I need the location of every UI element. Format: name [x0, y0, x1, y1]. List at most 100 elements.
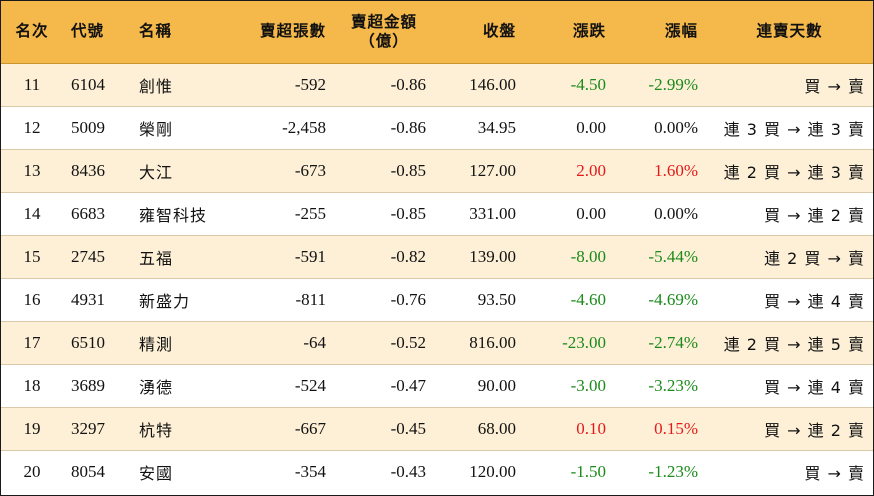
cell-streak: 連 2 買 → 連 5 賣 — [706, 321, 873, 365]
cell-close: 90.00 — [434, 364, 524, 408]
cell-streak: 買 → 連 4 賣 — [706, 278, 873, 322]
cell-net-sell-lots: -667 — [234, 407, 334, 451]
cell-net-sell-lots: -354 — [294, 461, 326, 481]
cell-stock-name: 大江 — [131, 149, 234, 193]
cell-streak: 買 → 連 2 賣 — [706, 192, 873, 236]
cell-code: 4931 — [63, 278, 131, 322]
cell-change-pct: 0.15% — [614, 407, 706, 451]
cell-net-sell-amount: -0.82 — [334, 235, 434, 279]
cell-net-sell-amount: -0.52 — [334, 321, 434, 365]
cell-change-pct: 0.00% — [614, 192, 706, 236]
cell-change: -8.00 — [524, 235, 614, 279]
cell-close: 139.00 — [434, 235, 524, 279]
cell-change: 0.00 — [524, 106, 614, 150]
cell-stock-name: 安國 — [139, 463, 174, 483]
cell-change: -4.60 — [524, 278, 614, 322]
cell-rank: 19 — [1, 407, 63, 451]
table-row[interactable]: 13 8436 大江 -673 -0.85 127.00 2.00 1.60% 連 2 買 → … — [1, 149, 873, 193]
cell-close: 34.95 — [434, 106, 524, 150]
table-row[interactable]: 20 8054 安國 -354 -0.43 120.00 -1.50 -1.23% 買 → 賣 — [1, 450, 873, 493]
cell-stock-name: 五福 — [131, 235, 234, 279]
cell-change-pct: -1.23% — [648, 461, 698, 481]
cell-net-sell-amount: -0.76 — [334, 278, 434, 322]
cell-change: -23.00 — [524, 321, 614, 365]
header-rank: 名次 — [1, 1, 63, 64]
cell-net-sell-amount: -0.85 — [334, 192, 434, 236]
cell-net-sell-amount: -0.86 — [334, 106, 434, 150]
header-row: 名次 代號 名稱 賣超張數 賣超金額 （億） 收盤 漲跌 漲幅 連賣天數 — [1, 1, 873, 64]
cell-net-sell-amount: -0.85 — [334, 149, 434, 193]
cell-streak: 買 → 賣 — [706, 63, 873, 107]
cell-stock-name: 創惟 — [131, 63, 234, 107]
cell-rank: 15 — [1, 235, 63, 279]
cell-stock-name: 榮剛 — [131, 106, 234, 150]
cell-net-sell-amount: -0.43 — [390, 461, 426, 481]
cell-net-sell-lots: -592 — [234, 63, 334, 107]
cell-change: -1.50 — [570, 461, 606, 481]
cell-streak: 買 → 賣 — [804, 463, 865, 483]
table-row[interactable]: 12 5009 榮剛 -2,458 -0.86 34.95 0.00 0.00% 連 3 買 →… — [1, 106, 873, 150]
cell-net-sell-lots: -255 — [234, 192, 334, 236]
header-net-sell-amount: 賣超金額 （億） — [334, 1, 434, 64]
cell-change: -3.00 — [524, 364, 614, 408]
cell-close: 120.00 — [469, 461, 516, 481]
table-row[interactable]: 14 6683 雍智科技 -255 -0.85 331.00 0.00 0.00% 買 → 連 … — [1, 192, 873, 236]
table-row[interactable]: 11 6104 創惟 -592 -0.86 146.00 -4.50 -2.99% 買 → 賣 — [1, 63, 873, 107]
cell-code: 6104 — [63, 63, 131, 107]
header-name: 名稱 — [131, 1, 234, 64]
header-code: 代號 — [63, 1, 131, 64]
cell-code: 5009 — [63, 106, 131, 150]
cell-net-sell-lots: -2,458 — [234, 106, 334, 150]
cell-code: 6510 — [63, 321, 131, 365]
cell-net-sell-amount: -0.86 — [334, 63, 434, 107]
cell-net-sell-lots: -64 — [234, 321, 334, 365]
cell-change-pct: -2.99% — [614, 63, 706, 107]
table-row[interactable]: 15 2745 五福 -591 -0.82 139.00 -8.00 -5.44% 連 2 買 … — [1, 235, 873, 279]
cell-streak: 連 2 買 → 連 3 賣 — [706, 149, 873, 193]
cell-rank: 12 — [1, 106, 63, 150]
cell-stock-name: 精測 — [131, 321, 234, 365]
cell-stock-name: 雍智科技 — [131, 192, 234, 236]
cell-code: 3297 — [63, 407, 131, 451]
cell-net-sell-lots: -524 — [234, 364, 334, 408]
cell-stock-name: 新盛力 — [131, 278, 234, 322]
table-row[interactable]: 17 6510 精測 -64 -0.52 816.00 -23.00 -2.74% 連 2 買 … — [1, 321, 873, 365]
table-row[interactable]: 18 3689 湧德 -524 -0.47 90.00 -3.00 -3.23% 買 → 連 4… — [1, 364, 873, 408]
table-row[interactable]: 16 4931 新盛力 -811 -0.76 93.50 -4.60 -4.69% 買 → 連 … — [1, 278, 873, 322]
cell-net-sell-lots: -811 — [234, 278, 334, 322]
cell-rank: 17 — [1, 321, 63, 365]
header-net-sell-amount-label: 賣超金額 — [350, 13, 417, 32]
cell-stock-name: 湧德 — [131, 364, 234, 408]
cell-change-pct: -4.69% — [614, 278, 706, 322]
cell-streak: 買 → 連 4 賣 — [706, 364, 873, 408]
cell-close: 127.00 — [434, 149, 524, 193]
cell-net-sell-amount: -0.47 — [334, 364, 434, 408]
cell-net-sell-lots: -591 — [234, 235, 334, 279]
cell-rank: 18 — [1, 364, 63, 408]
cell-change: -4.50 — [524, 63, 614, 107]
table-row[interactable]: 19 3297 杭特 -667 -0.45 68.00 0.10 0.15% 買 → 連 2 賣 — [1, 407, 873, 451]
cell-code: 2745 — [63, 235, 131, 279]
cell-close: 816.00 — [434, 321, 524, 365]
cell-close: 331.00 — [434, 192, 524, 236]
cell-rank: 11 — [1, 63, 63, 107]
header-net-sell-amount-unit: （億） — [359, 31, 409, 50]
cell-close: 93.50 — [434, 278, 524, 322]
cell-rank: 16 — [1, 278, 63, 322]
cell-rank: 14 — [1, 192, 63, 236]
cell-stock-name: 杭特 — [131, 407, 234, 451]
cell-code: 3689 — [63, 364, 131, 408]
cell-rank: 20 — [23, 461, 41, 481]
cell-streak: 連 3 買 → 連 3 賣 — [706, 106, 873, 150]
cell-code: 8054 — [71, 461, 105, 481]
header-net-sell-lots: 賣超張數 — [234, 1, 334, 64]
cell-change: 2.00 — [524, 149, 614, 193]
cell-change-pct: -2.74% — [614, 321, 706, 365]
cell-change-pct: 1.60% — [614, 149, 706, 193]
cell-change-pct: -5.44% — [614, 235, 706, 279]
cell-change-pct: -3.23% — [614, 364, 706, 408]
header-close: 收盤 — [434, 1, 524, 64]
